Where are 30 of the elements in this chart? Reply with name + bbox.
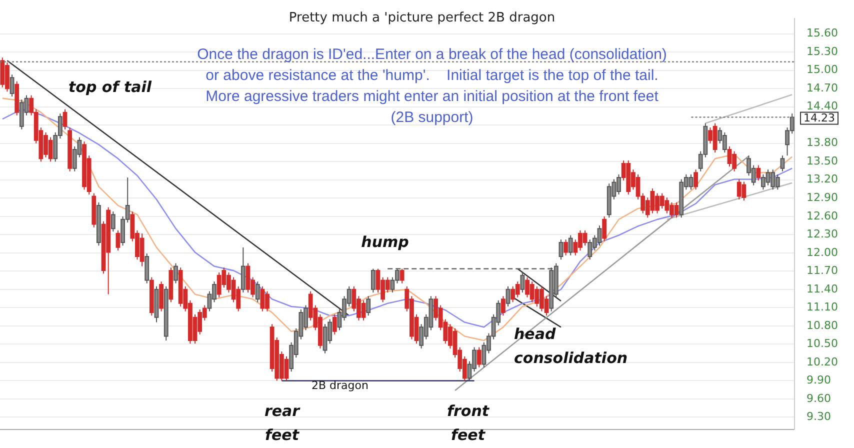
y-tick-label: 10.80 [806,318,838,332]
y-tick-label: 9.30 [806,410,832,424]
y-tick-label: 14.70 [806,81,838,94]
y-tick-label: 13.50 [806,154,838,168]
annotation: hump [361,232,410,251]
y-tick-label: 15.60 [806,26,838,40]
annotation: front feet [446,402,490,444]
annotation: 2B dragon [312,378,369,392]
y-tick-label: 9.90 [806,374,832,387]
chart-title: Pretty much a 'picture perfect 2B dragon [288,10,556,26]
annotation: top of tail [68,78,152,96]
annotation: head consolidation [514,324,628,367]
y-tick-label: 12.90 [806,190,838,204]
y-tick-label: 12.60 [806,209,838,222]
text: Once the dragon is ID'ed...Enter on a break of the head (consolidation) or above resistance at the 'hump'. Initial target is the top of the tail. More agressive traders might enter an initial position at the front feet (2B support) [197,46,667,126]
y-tick-label: 11.10 [806,300,838,314]
y-tick-label: 13.20 [806,172,838,186]
y-tick-label: 11.70 [806,264,838,278]
y-tick-label: 10.20 [806,355,838,368]
ref-line-label: 14.23 [804,112,836,125]
y-tick-label: 15.00 [806,63,838,76]
y-tick-label: 9.60 [806,392,832,405]
y-tick-label: 13.80 [806,136,838,150]
y-tick-label: 10.50 [806,337,838,350]
y-tick-label: 11.40 [806,282,838,296]
annotation: rear feet [264,402,302,444]
y-tick-label: 12.00 [806,246,838,259]
y-tick-label: 14.40 [806,100,838,113]
y-tick-label: 12.30 [806,228,838,241]
y-tick-label: 15.30 [806,44,838,58]
